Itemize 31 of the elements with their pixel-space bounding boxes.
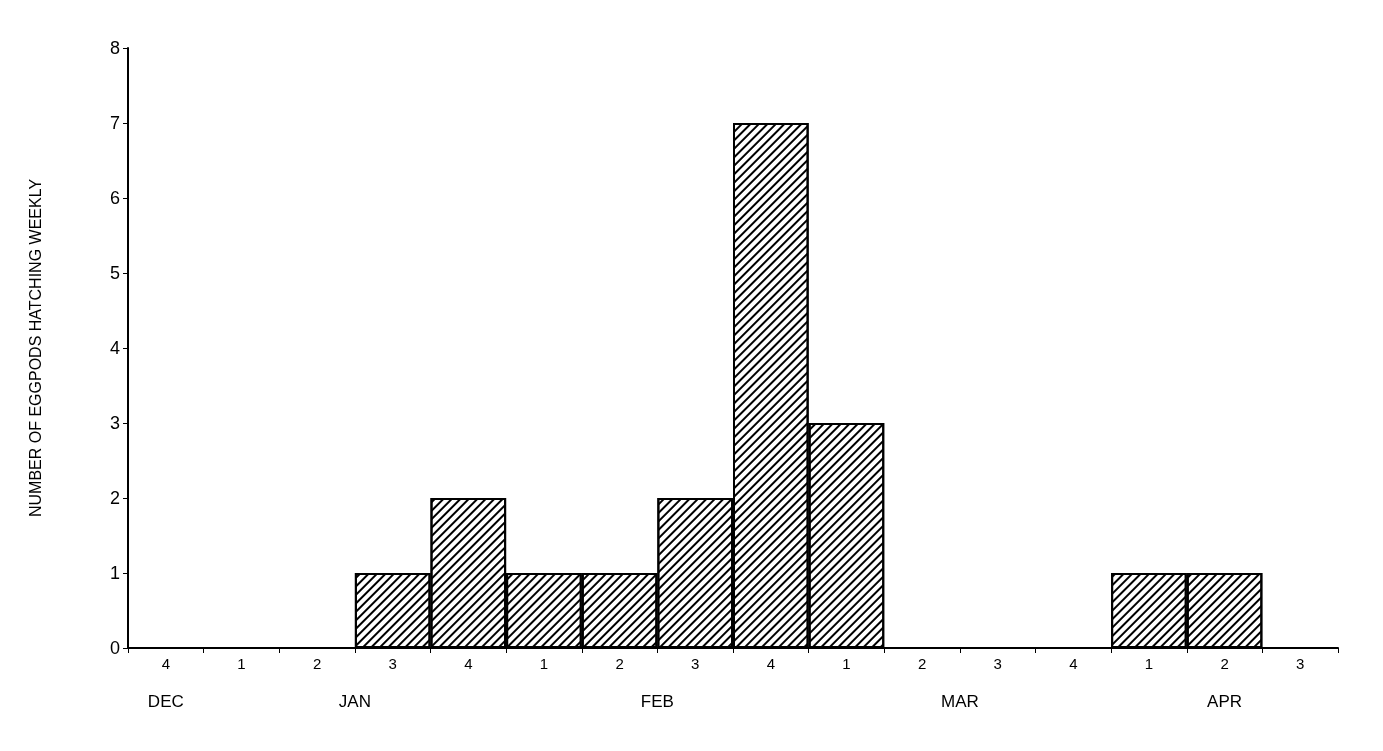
x-tick-label: 4 [766,655,775,672]
y-tick-label: 3 [109,413,120,433]
y-tick-label: 1 [109,563,120,583]
x-tick-label: 2 [1220,655,1229,672]
text: APR [1207,692,1243,711]
y-tick-label: 5 [109,263,120,283]
x-tick-label: 4 [464,655,473,672]
y-axis-title: NUMBER OF EGGPODS HATCHING WEEKLY [26,178,44,518]
x-tick-label: 4 [1069,655,1078,672]
y-tick-label: 7 [109,113,120,133]
x-tick-label: 3 [993,655,1002,672]
x-tick-label: 3 [1296,655,1305,672]
x-tick-label: 2 [917,655,927,672]
y-tick-label: 2 [109,488,120,508]
x-tick-label: 2 [615,655,624,672]
x-tick-label: 1 [1144,655,1154,672]
y-tick-label: 4 [109,338,120,358]
x-tick-label: 1 [842,655,851,672]
x-tick-label: 1 [237,655,246,672]
x-tick-label: 1 [539,655,549,672]
y-tick-label: 8 [109,38,120,58]
text: DEC [147,692,184,711]
text: MAR [940,692,979,711]
text: FEB [640,692,674,711]
x-tick-label: 3 [388,655,397,672]
text: JAN [338,692,371,711]
y-tick-label: 6 [109,188,120,208]
x-tick-label: 4 [161,655,170,672]
x-tick-label: 3 [691,655,700,672]
y-tick-label: 0 [109,638,120,658]
x-tick-label: 2 [312,655,322,672]
